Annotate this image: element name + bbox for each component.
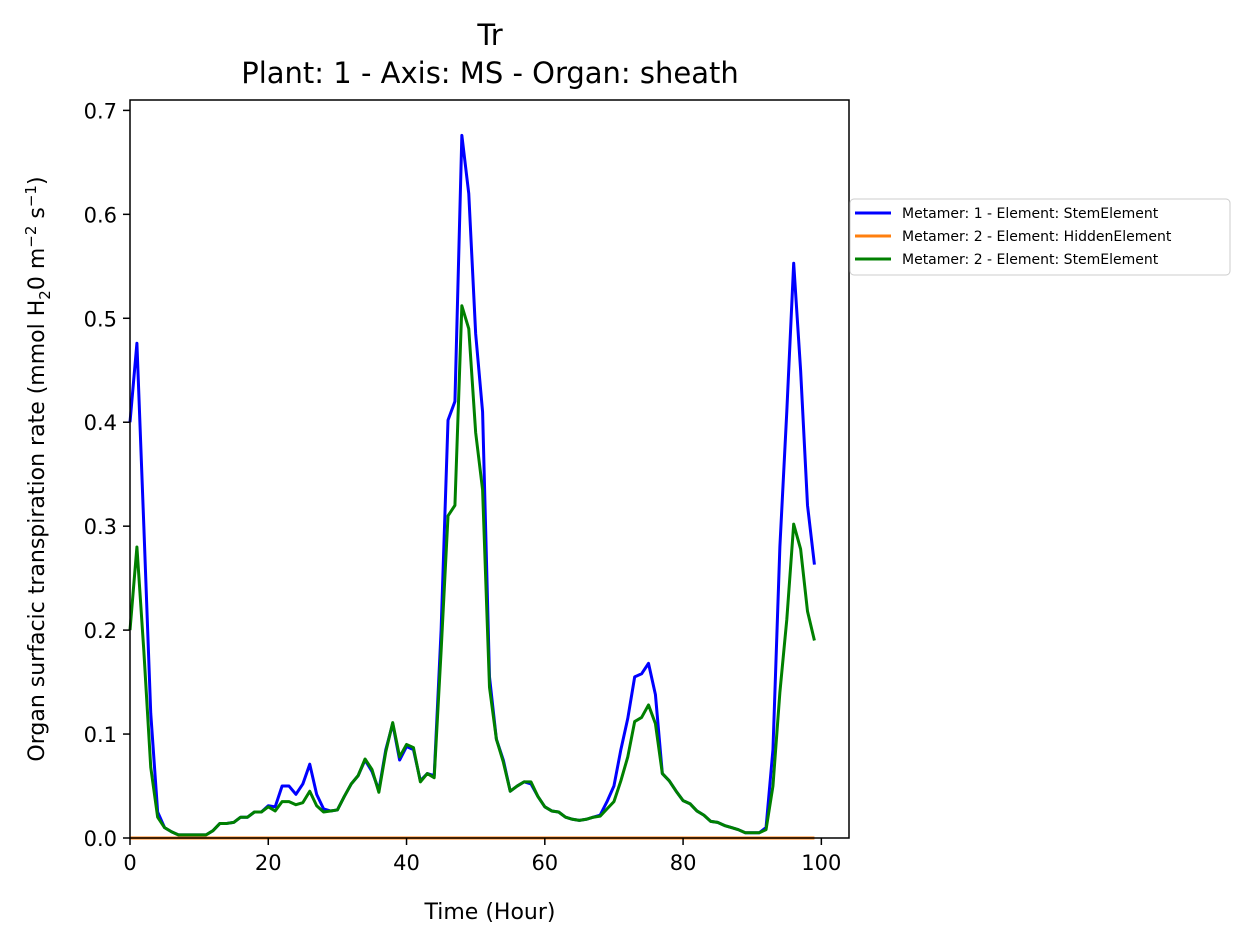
plot-area	[128, 133, 816, 840]
legend-label: Metamer: 2 - Element: HiddenElement	[902, 229, 1172, 245]
y-tick-label: 0.0	[84, 827, 117, 851]
x-axis-label: Time (Hour)	[424, 900, 556, 925]
x-tick-label: 40	[393, 851, 420, 875]
chart-title: Tr	[476, 18, 502, 52]
x-tick-label: 100	[801, 851, 841, 875]
y-axis: 0.0 0.1 0.2 0.3 0.4 0.5 0.6 0.7	[84, 99, 130, 851]
y-tick-label: 0.6	[84, 203, 117, 227]
x-tick-label: 80	[670, 851, 697, 875]
y-axis-label: Organ surfacic transpiration rate (mmol …	[22, 176, 54, 761]
y-axis-label-part: 0 m	[25, 248, 50, 290]
y-tick-label: 0.3	[84, 515, 117, 539]
series-line-3	[128, 304, 816, 837]
y-tick-label: 0.7	[84, 99, 117, 123]
x-tick-label: 60	[531, 851, 558, 875]
y-axis-label-part: 2	[36, 290, 54, 300]
x-axis: 0 20 40 60 80 100	[123, 838, 841, 875]
legend-label: Metamer: 2 - Element: StemElement	[902, 252, 1159, 268]
y-axis-label-part: Organ surfacic transpiration rate (mmol …	[25, 300, 50, 762]
chart-subtitle: Plant: 1 - Axis: MS - Organ: sheath	[241, 56, 739, 90]
plot-frame	[129, 99, 850, 839]
legend: Metamer: 1 - Element: StemElement Metamer…	[849, 198, 1231, 276]
y-axis-label-part: s	[25, 207, 50, 225]
y-axis-label-part: )	[25, 176, 50, 185]
y-axis-label-part: −1	[22, 185, 40, 207]
x-tick-label: 20	[255, 851, 282, 875]
legend-frame	[849, 198, 1231, 276]
y-tick-label: 0.2	[84, 619, 117, 643]
legend-label: Metamer: 1 - Element: StemElement	[902, 206, 1159, 222]
x-tick-label: 0	[123, 851, 136, 875]
series-line-1	[128, 133, 816, 837]
y-tick-label: 0.4	[84, 411, 117, 435]
y-tick-label: 0.1	[84, 723, 117, 747]
y-tick-label: 0.5	[84, 307, 117, 331]
y-axis-label-part: −2	[22, 226, 40, 248]
